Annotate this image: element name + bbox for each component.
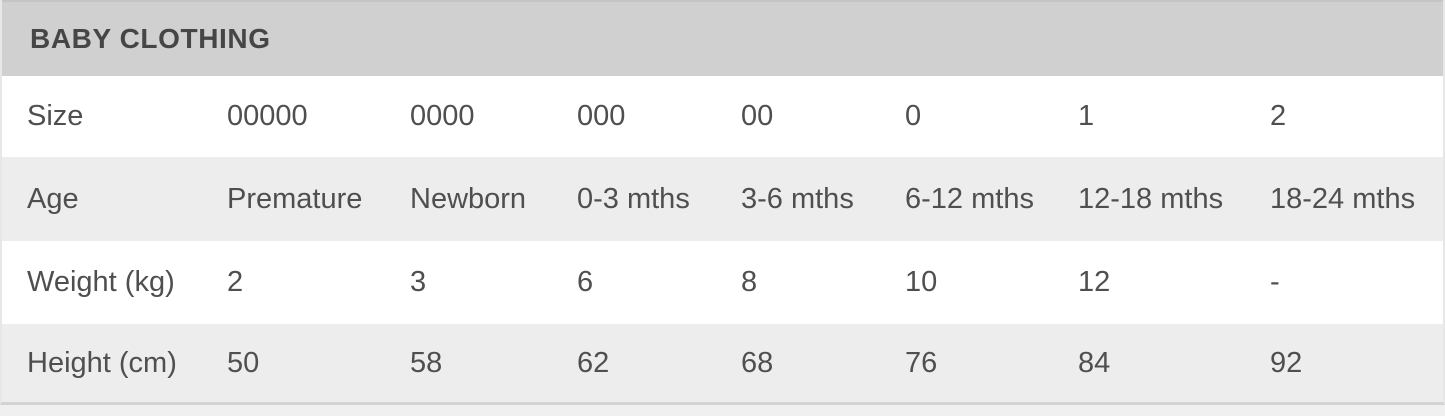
cell: 58 [410, 346, 443, 379]
cell: 68 [741, 346, 774, 379]
cell: 0000 [410, 100, 475, 132]
cell: Newborn [410, 182, 527, 215]
cell: 000 [577, 100, 626, 132]
cell: Premature [227, 182, 363, 215]
cell: 92 [1270, 346, 1303, 379]
cell: 12 [1078, 266, 1111, 298]
cell: 18-24 mths [1270, 182, 1416, 215]
cell: 12-18 mths [1078, 182, 1224, 215]
size-chart-title: BABY CLOTHING [2, 0, 1443, 76]
cell: 10 [905, 266, 938, 298]
row-label: Weight (kg) [27, 266, 175, 298]
cell: 6-12 mths [905, 182, 1034, 215]
cell: - [1270, 266, 1280, 298]
cell: 84 [1078, 346, 1111, 379]
cell: 00000 [227, 100, 308, 132]
baby-clothing-size-chart: BABY CLOTHING Size 00000 0000 000 00 0 1 2 Age Pr… [0, 0, 1445, 405]
table-row: Weight (kg) 2 3 6 8 10 12 - [2, 241, 1443, 324]
cell: 6 [577, 266, 594, 298]
cell: 76 [905, 346, 938, 379]
cell: 00 [741, 100, 774, 132]
cell: 0 [905, 100, 922, 132]
size-chart-table: Size 00000 0000 000 00 0 1 2 Age Premature Newborn… [2, 76, 1443, 402]
cell: 2 [1270, 100, 1287, 132]
cell: 62 [577, 346, 610, 379]
size-chart-body: Size 00000 0000 000 00 0 1 2 Age Premature Newborn… [2, 76, 1443, 402]
cell: 50 [227, 346, 260, 379]
row-label: Size [27, 100, 84, 132]
row-label: Height (cm) [27, 346, 177, 379]
table-row: Height (cm) 50 58 62 68 76 84 92 [2, 324, 1443, 402]
row-label: Age [27, 182, 79, 215]
table-row: Age Premature Newborn 0-3 mths 3-6 mths 6-12 … [2, 157, 1443, 241]
cell: 2 [227, 266, 244, 298]
cell: 8 [741, 266, 758, 298]
cell: 3-6 mths [741, 182, 854, 215]
cell: 3 [410, 266, 427, 298]
cell: 1 [1078, 100, 1095, 132]
cell: 0-3 mths [577, 182, 690, 215]
table-row: Size 00000 0000 000 00 0 1 2 [2, 76, 1443, 157]
